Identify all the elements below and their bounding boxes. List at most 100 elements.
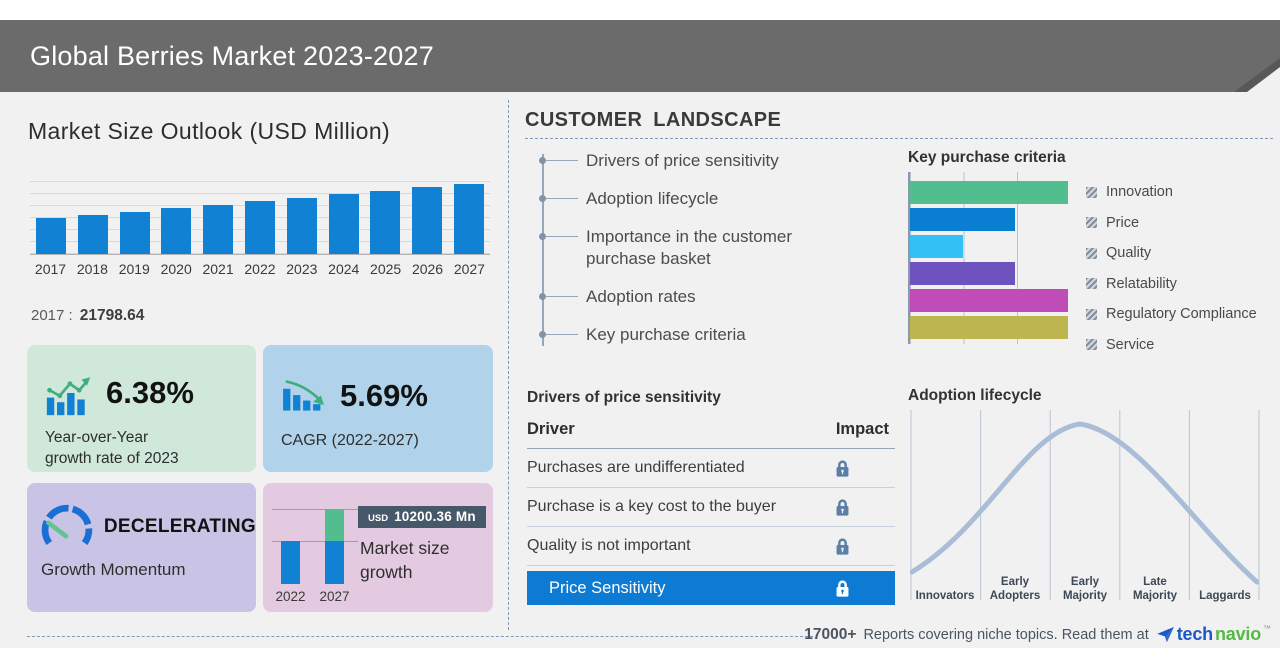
brand-name-green: navio (1214, 624, 1261, 644)
landscape-item-drivers-of-price-sensitivity: Drivers of price sensitivity (539, 150, 842, 172)
customer-landscape-list: Drivers of price sensitivity Adoption lif… (539, 150, 842, 362)
speedometer-icon (41, 504, 93, 545)
lock-icon (836, 579, 848, 597)
footer-dashed-line (27, 636, 813, 637)
lock-icon (809, 459, 895, 478)
market-bar-2017 (36, 218, 66, 254)
market-year-label: 2020 (160, 261, 192, 277)
base-year-label: 2017 : (31, 307, 73, 324)
market-year-label: 2018 (76, 261, 108, 277)
highlight-row-label: Price Sensitivity (549, 578, 666, 597)
purchase-criteria-chart (908, 172, 1070, 344)
market-bar-2022 (244, 201, 275, 254)
lifecycle-stage-labels: Innovators Early Adopters Early Majority La… (910, 576, 1260, 603)
market-bar-2025 (370, 191, 401, 254)
lock-icon (836, 537, 848, 555)
table-row-highlighted: Price Sensitivity (527, 571, 895, 605)
legend-label: Price (1106, 214, 1140, 231)
mini-bar-2022 (281, 541, 300, 584)
legend-item-price: Price (1086, 208, 1257, 239)
badge-currency: USD (368, 513, 389, 524)
mini-bar-growth-segment (325, 509, 344, 541)
market-bar-2018 (77, 215, 108, 254)
legend-item-regulatory-compliance: Regulatory Compliance (1086, 299, 1257, 330)
market-year-label: 2021 (202, 261, 234, 277)
yoy-label-line1: Year-over-Year (45, 429, 149, 446)
technavio-logo-icon (1156, 626, 1174, 643)
adoption-lifecycle-title: Adoption lifecycle (908, 387, 1042, 404)
trademark-symbol: ™ (1263, 624, 1271, 633)
yoy-label-line2: growth rate of 2023 (45, 450, 179, 467)
landscape-item-adoption-lifecycle: Adoption lifecycle (539, 188, 842, 210)
driver-cell: Quality is not important (527, 537, 691, 554)
mini-bar-base-segment (325, 541, 344, 584)
table-row: Purchases are undifferentiated (527, 449, 895, 488)
growth-mini-chart: 2022 2027 (272, 504, 360, 608)
mini-year-end: 2027 (319, 589, 350, 604)
lifecycle-curve (910, 410, 1260, 600)
price-sensitivity-table-title: Drivers of price sensitivity (527, 389, 721, 406)
lifecycle-stage-laggards: Laggards (1199, 589, 1251, 602)
market-year-label: 2024 (328, 261, 360, 277)
growth-card-label: Market size growth (360, 536, 449, 584)
market-year-label: 2023 (286, 261, 318, 277)
market-bar-2024 (328, 194, 359, 254)
yoy-growth-value: 6.38% (106, 375, 194, 410)
market-bar-2020 (161, 208, 192, 254)
top-strip (0, 0, 1280, 20)
momentum-label: Growth Momentum (41, 560, 186, 579)
lifecycle-stage-early-adopters: Early Adopters (989, 576, 1041, 602)
market-year-label: 2022 (244, 261, 276, 277)
lock-icon (809, 579, 895, 598)
market-year-label: 2025 (370, 261, 402, 277)
legend-swatch-icon (1086, 339, 1097, 351)
legend-swatch-icon (1086, 278, 1097, 290)
market-size-chart-title: Market Size Outlook (USD Million) (28, 118, 391, 144)
legend-label: Innovation (1106, 184, 1173, 201)
lifecycle-stage-innovators: Innovators (915, 589, 975, 602)
kpc-bar-price (910, 208, 1015, 231)
cagr-value: 5.69% (340, 378, 428, 413)
market-bar-2023 (286, 198, 317, 254)
technavio-brand-link[interactable]: tech navio ™ (1156, 624, 1271, 645)
legend-label: Quality (1106, 245, 1152, 262)
header-bar: Global Berries Market 2023-2027 (0, 20, 1280, 92)
base-year-value: 21798.64 (79, 307, 145, 324)
page-title: Global Berries Market 2023-2027 (30, 41, 434, 71)
cagr-label: CAGR (2022-2027) (281, 432, 419, 449)
legend-label: Regulatory Compliance (1106, 306, 1257, 323)
momentum-status: DECELERATING (103, 516, 256, 537)
market-year-label: 2017 (34, 261, 67, 277)
column-header-driver: Driver (527, 420, 575, 438)
section-title: CUSTOMER LANDSCAPE (525, 109, 782, 131)
kpc-bar-quality (910, 235, 963, 258)
mini-gridline-mid (272, 541, 358, 542)
kpc-bar-regulatory-compliance (910, 289, 1068, 312)
purchase-criteria-title: Key purchase criteria (908, 149, 1066, 166)
base-year-annotation: 2017 : 21798.64 (31, 307, 144, 325)
growth-value-badge: USD 10200.36 Mn (358, 506, 486, 528)
list-connector-line (542, 154, 544, 346)
market-bar-2021 (203, 205, 234, 254)
landscape-item-importance-in-the-customer-purchase-basket: Importance in the customer purchase bask… (539, 226, 814, 270)
legend-item-service: Service (1086, 330, 1257, 361)
legend-swatch-icon (1086, 217, 1097, 229)
mini-bar-2027 (325, 509, 344, 584)
badge-value: 10200.36 Mn (394, 509, 476, 524)
footer: 17000+ Reports covering niche topics. Re… (804, 624, 1271, 645)
market-size-growth-card: 2022 2027 USD 10200.36 Mn Market size gr… (263, 483, 493, 612)
lifecycle-stage-early-majority: Early Majority (1062, 576, 1108, 602)
lock-icon (809, 537, 895, 556)
table-row: Quality is not important (527, 527, 895, 566)
legend-item-innovation: Innovation (1086, 177, 1257, 208)
growth-trend-icon (46, 377, 91, 416)
yoy-growth-card: 6.38% Year-over-Year growth rate of 2023 (27, 345, 256, 472)
table-row: Purchase is a key cost to the buyer (527, 488, 895, 527)
vertical-divider (508, 100, 509, 630)
purchase-criteria-legend: Innovation Price Quality Relatability Regula… (1086, 177, 1257, 360)
market-year-label: 2026 (411, 261, 444, 277)
driver-cell: Purchases are undifferentiated (527, 459, 745, 476)
bottom-strip (0, 648, 1280, 670)
driver-cell: Purchase is a key cost to the buyer (527, 498, 777, 515)
